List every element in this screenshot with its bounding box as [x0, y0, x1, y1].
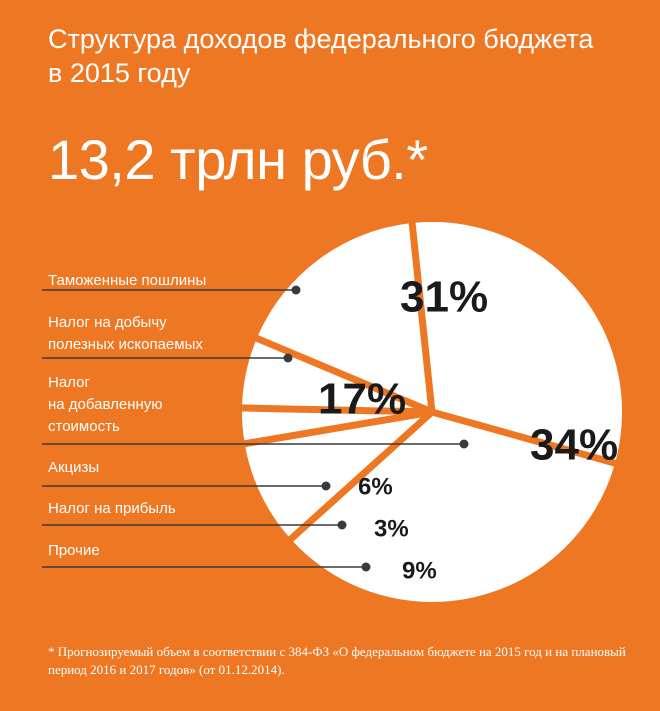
legend-label-line: полезных ископаемых: [48, 336, 203, 353]
leader-dot: [291, 285, 301, 295]
legend-label: Прочие: [48, 540, 100, 562]
slice-separator: [251, 333, 434, 416]
legend-label: Таможенные пошлины: [48, 270, 206, 292]
legend-label-line: Налог: [48, 374, 90, 391]
leader-dot: [283, 353, 293, 363]
legend-label-line: Налог на прибыль: [48, 500, 176, 517]
leader-dot: [361, 562, 371, 572]
slice-separator: [431, 408, 620, 468]
legend-label: Акцизы: [48, 457, 99, 479]
chart-title: Структура доходов федерального бюджета в…: [48, 24, 594, 88]
pie-slice: [290, 412, 615, 602]
legend-label: Налог на добычу полезных ископаемых: [48, 312, 203, 356]
footnote: * Прогнозируемый объем в соответствии с …: [48, 644, 626, 677]
legend-label-line: Налог на добычу: [48, 314, 167, 331]
data-label: 3%: [374, 515, 409, 542]
leader-dot: [337, 520, 347, 530]
pie-slice: [256, 223, 432, 412]
budget-total: 13,2 трлн руб.*: [48, 128, 428, 191]
data-label: 6%: [358, 473, 393, 500]
legend-label-line: Акцизы: [48, 459, 100, 476]
legend-label: Налог на прибыль: [48, 498, 176, 520]
data-label: 34%: [530, 421, 618, 470]
data-label: 31%: [400, 273, 488, 322]
data-label: 9%: [402, 557, 437, 584]
slice-separator: [237, 404, 433, 416]
legend-label: Налог на добавленную стоимость: [48, 372, 163, 438]
leader-dot: [459, 439, 469, 449]
legend-label-line: Прочие: [48, 542, 100, 559]
slice-separator: [285, 409, 435, 545]
legend-label-line: Таможенные пошлины: [48, 272, 207, 289]
legend-label-line: на добавленную: [48, 396, 163, 413]
pie-slice: [412, 221, 623, 464]
slice-separator: [240, 408, 433, 448]
leader-dot: [321, 481, 331, 491]
slice-separator: [408, 218, 436, 413]
legend-label-line: стоимость: [48, 418, 120, 435]
data-label: 17%: [318, 375, 406, 424]
